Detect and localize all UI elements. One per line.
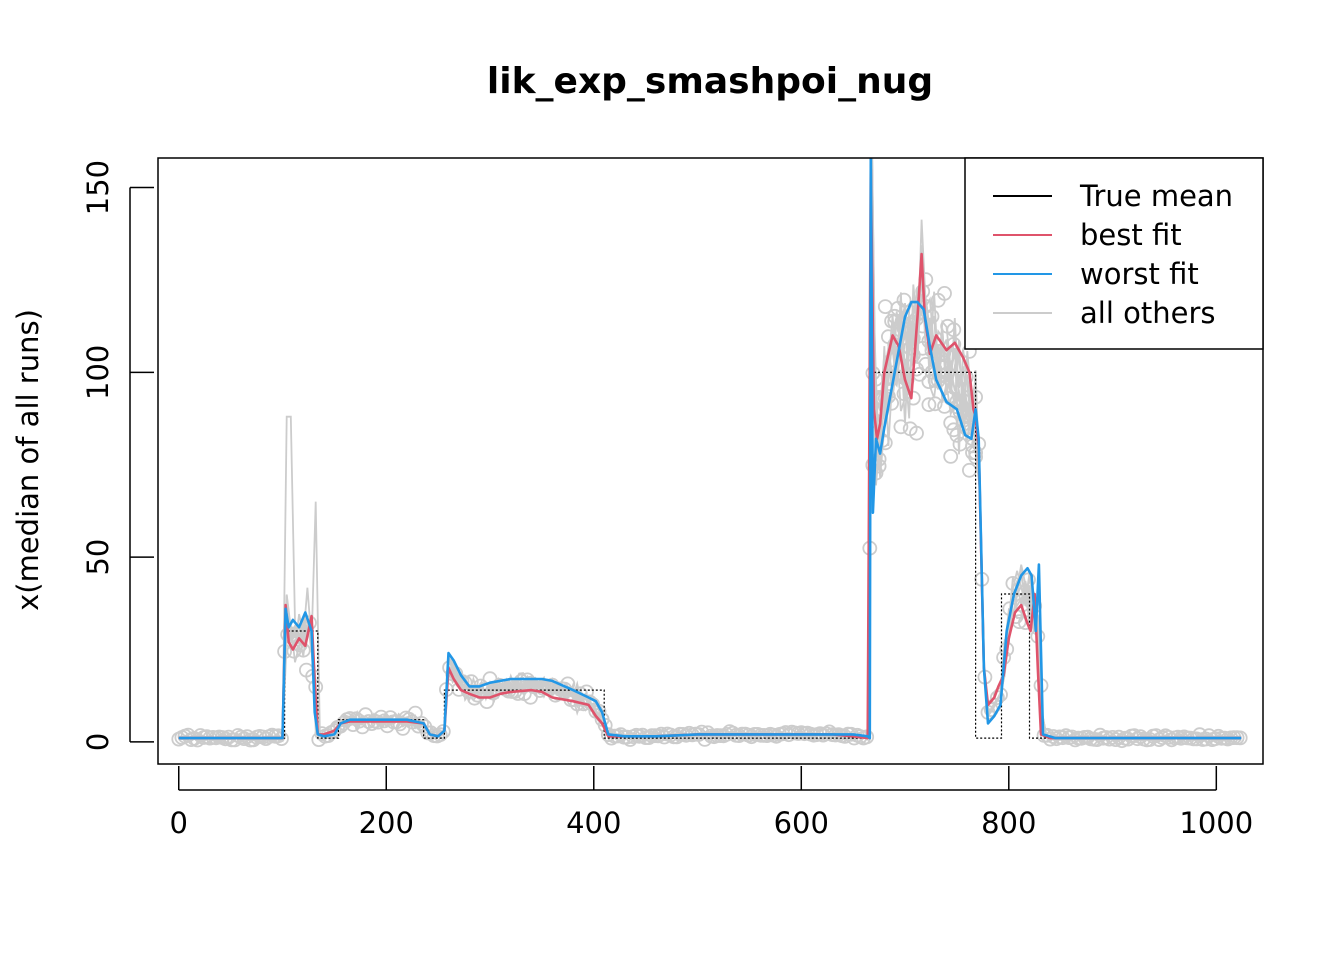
legend-label: worst fit [1080,257,1199,291]
x-tick-label: 1000 [1179,806,1253,840]
x-tick-label: 600 [774,806,829,840]
legend-label: True mean [1079,179,1233,213]
data-point [535,680,551,696]
data-point [877,435,893,451]
data-point [1021,572,1036,588]
series-line-true-mean [178,371,1242,739]
x-tick-label: 200 [359,806,414,840]
data-point [457,675,473,690]
data-point [921,397,937,413]
legend-label: best fit [1080,218,1182,252]
data-point [579,684,594,700]
x-tick-label: 0 [170,806,188,840]
data-point [884,395,899,411]
data-point [962,389,977,405]
data-point [893,419,909,435]
data-point [887,308,903,324]
y-axis-label: x(median of all runs) [11,309,45,611]
plot-content [171,158,1248,749]
data-point [572,686,588,702]
data-point [909,425,924,441]
data-point [1114,733,1130,749]
data-point [946,322,962,338]
y-tick-label: 50 [81,539,115,576]
data-point [921,374,937,390]
plot-area [171,158,1248,749]
data-point [896,292,912,308]
chart-title: lik_exp_smashpoi_nug [487,61,933,102]
data-point [881,371,896,386]
legend-box [964,157,1264,350]
data-point [943,448,959,464]
y-tick-label: 150 [81,160,115,215]
data-point [937,285,952,301]
plot-frame [157,157,1264,765]
data-point [958,369,974,385]
data-point [962,462,977,478]
x-tick-label: 800 [981,806,1036,840]
data-point [946,336,962,352]
axes: 0 200 400 600 800 1000 0 50 100 150 [81,157,1264,840]
series-line-worst-fit [178,158,1242,740]
others-line [178,292,1242,743]
x-tick-label: 400 [566,806,621,840]
y-tick-label: 0 [81,733,115,751]
data-point [949,427,965,443]
data-point [905,390,921,406]
data-point [940,365,955,381]
data-point [934,347,949,363]
legend-label: all others [1080,296,1215,330]
data-point [435,724,451,739]
y-tick-label: 100 [81,345,115,400]
legend: True mean best fit worst fit all others [964,157,1264,350]
data-point [927,396,943,412]
data-point [905,330,921,346]
